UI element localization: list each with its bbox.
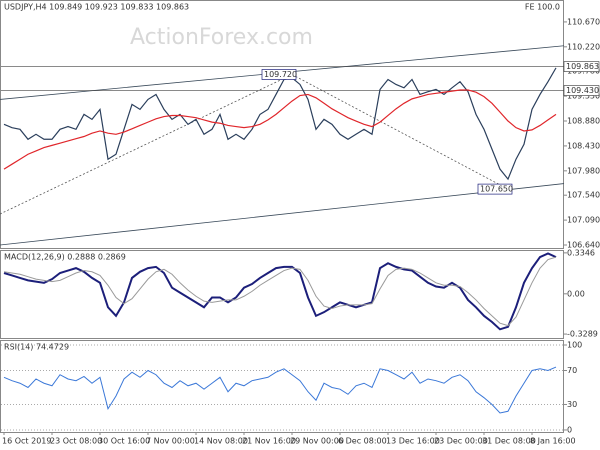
x-tick-label: 21 Nov 16:00 [242, 437, 296, 446]
corner-label: FE 100.0 [525, 3, 560, 12]
series-line [3, 67, 557, 181]
x-tick-label: 31 Dec 08:00 [482, 437, 536, 446]
x-tick-label: 6 Dec 08:00 [338, 437, 387, 446]
price-label: 109.430 [566, 86, 599, 95]
rsi-frame [0, 340, 564, 433]
series-line [3, 366, 557, 414]
macd-title: MACD(12,26,9) 0.2888 0.2869 [4, 253, 126, 262]
x-tick-label: 13 Dec 16:00 [386, 437, 440, 446]
y-tick-label: 70 [567, 366, 577, 375]
price-label: 109.863 [566, 62, 599, 71]
x-tick-label: 23 Dec 00:00 [434, 437, 488, 446]
x-tick-label: 29 Nov 00:00 [290, 437, 344, 446]
x-tick-label: 30 Oct 16:00 [98, 437, 150, 446]
y-tick-label: 110.670 [567, 17, 600, 26]
price-box [563, 85, 600, 96]
watermark: ActionForex.com [130, 25, 313, 50]
y-tick-label: 106.640 [567, 241, 600, 250]
annotation-label: 107.650 [480, 185, 513, 194]
macd-frame [0, 250, 564, 339]
main-frame [0, 0, 564, 249]
trend-line [291, 74, 509, 190]
y-tick-label: 109.330 [567, 92, 600, 101]
trend-line [0, 183, 565, 246]
y-tick-label: 110.220 [567, 42, 600, 51]
y-tick-label: 108.430 [567, 141, 600, 150]
y-tick-label: 108.880 [567, 117, 600, 126]
series-line [3, 89, 557, 170]
x-tick-label: 7 Nov 00:00 [146, 437, 195, 446]
annotation-box [261, 69, 297, 80]
x-tick-label: 14 Nov 08:00 [194, 437, 248, 446]
trend-line [0, 74, 293, 215]
chart-title: USDJPY,H4 109.849 109.923 109.833 109.86… [4, 3, 189, 12]
x-tick-label: 8 Jan 16:00 [530, 437, 576, 446]
y-tick-label: 0 [567, 425, 572, 434]
annotation-box [477, 183, 513, 195]
y-tick-label: -0.3289 [567, 330, 598, 339]
x-tick-label: 16 Oct 2019 [2, 437, 51, 446]
y-tick-label: 30 [567, 400, 577, 409]
x-tick-label: 23 Oct 08:00 [50, 437, 102, 446]
y-tick-label: 0.00 [567, 289, 585, 298]
rsi-title: RSI(14) 74.4729 [4, 343, 69, 352]
price-box [563, 61, 600, 72]
y-tick-label: 0.3346 [567, 248, 595, 257]
y-tick-label: 107.540 [567, 191, 600, 200]
y-tick-label: 107.090 [567, 216, 600, 225]
series-line [3, 252, 557, 331]
y-tick-label: 107.980 [567, 166, 600, 175]
series-line [3, 256, 557, 327]
annotation-label: 109.720 [264, 70, 297, 79]
y-tick-label: 100 [567, 341, 582, 350]
